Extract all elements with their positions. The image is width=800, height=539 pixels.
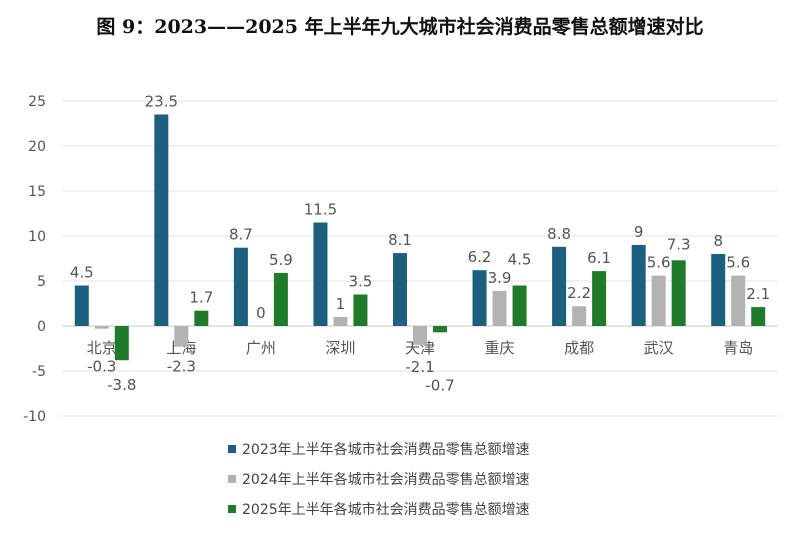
- data-label: 8.8: [547, 225, 571, 243]
- bar: [174, 326, 189, 347]
- bar: [731, 275, 746, 326]
- bar: [74, 285, 89, 326]
- bar: [592, 271, 607, 326]
- x-tick-label: 武汉: [644, 339, 674, 357]
- y-tick-label: 15: [28, 184, 46, 200]
- y-tick-label: 10: [28, 229, 46, 245]
- x-tick-label: 成都: [564, 339, 594, 357]
- bar: [631, 245, 646, 326]
- data-label: 3.5: [349, 273, 373, 291]
- data-label: -0.3: [87, 358, 116, 376]
- data-label: 5.6: [647, 254, 671, 272]
- data-label: 0: [256, 304, 266, 322]
- x-tick-label: 深圳: [325, 339, 355, 357]
- bar: [492, 290, 507, 326]
- legend-label: 2024年上半年各城市社会消费品零售总额增速: [242, 472, 530, 488]
- data-label: 7.3: [667, 235, 691, 253]
- legend-item-2024: 2024年上半年各城市社会消费品零售总额增速: [228, 469, 530, 489]
- bar: [94, 326, 109, 329]
- data-label: 6.2: [468, 248, 492, 266]
- x-tick-label: 重庆: [485, 339, 515, 357]
- bar: [413, 326, 427, 345]
- bar: [512, 285, 527, 326]
- x-tick-label: 天津: [405, 339, 435, 357]
- chart-title: 图 9：2023——2025 年上半年九大城市社会消费品零售总额增速对比: [96, 16, 704, 38]
- data-label: 1: [336, 295, 346, 313]
- data-label: 8.7: [229, 226, 253, 244]
- data-label: -0.7: [425, 376, 454, 394]
- bar: [751, 307, 766, 326]
- bar: [233, 247, 248, 326]
- data-label: 8: [713, 232, 723, 250]
- bar: [552, 246, 567, 326]
- bar: [273, 272, 288, 326]
- bar: [154, 114, 169, 326]
- data-label: 2.2: [567, 284, 591, 302]
- y-tick-label: -5: [32, 364, 46, 380]
- data-label: 6.1: [587, 249, 611, 267]
- x-tick-label: 上海: [166, 339, 196, 357]
- data-label: 5.9: [269, 251, 293, 269]
- data-label: 4.5: [70, 264, 94, 282]
- y-tick-label: 20: [28, 139, 46, 155]
- bar: [472, 270, 487, 326]
- data-label: 4.5: [508, 251, 532, 269]
- data-label: 3.9: [488, 269, 512, 287]
- data-label: 2.1: [746, 285, 770, 303]
- legend-label: 2023年上半年各城市社会消费品零售总额增速: [242, 442, 530, 458]
- bar: [353, 294, 368, 326]
- data-label: -3.8: [107, 376, 136, 394]
- x-tick-label: 北京: [87, 339, 117, 357]
- bar: [671, 260, 686, 326]
- data-label: 9: [634, 223, 644, 241]
- data-label: 23.5: [145, 93, 178, 111]
- data-label: 5.6: [726, 254, 750, 272]
- y-tick-label: 5: [37, 274, 46, 290]
- bar: [651, 275, 666, 326]
- legend-swatch: [228, 505, 236, 513]
- legend-swatch: [228, 445, 236, 453]
- y-tick-label: 0: [37, 319, 46, 335]
- y-tick-label: -10: [23, 409, 46, 425]
- legend-item-2025: 2025年上半年各城市社会消费品零售总额增速: [228, 499, 530, 519]
- bar: [433, 326, 447, 333]
- bar: [313, 222, 328, 326]
- data-label: 1.7: [189, 289, 213, 307]
- legend-swatch: [228, 475, 236, 483]
- bar: [333, 317, 348, 326]
- bar: [393, 253, 407, 326]
- bar: [114, 326, 129, 361]
- x-tick-label: 青岛: [723, 339, 753, 357]
- legend-item-2023: 2023年上半年各城市社会消费品零售总额增速: [228, 439, 530, 459]
- bar: [572, 306, 587, 326]
- data-label: -2.3: [167, 358, 196, 376]
- bar: [194, 310, 209, 326]
- x-tick-label: 广州: [246, 339, 276, 357]
- data-label: 11.5: [304, 201, 337, 219]
- y-tick-label: 25: [28, 94, 46, 110]
- data-label: 8.1: [388, 231, 412, 249]
- bar: [711, 254, 726, 326]
- data-label: -2.1: [405, 358, 434, 376]
- legend-label: 2025年上半年各城市社会消费品零售总额增速: [242, 502, 530, 518]
